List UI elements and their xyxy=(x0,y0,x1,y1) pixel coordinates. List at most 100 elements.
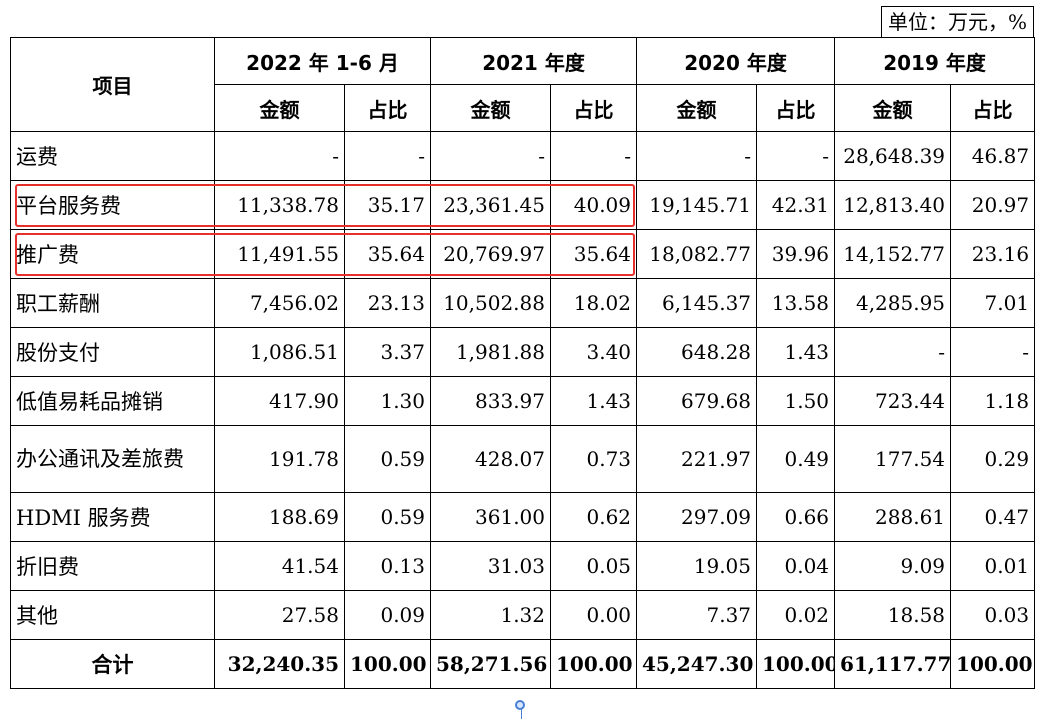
table-row: 办公通讯及差旅费 191.78 0.59 428.07 0.73 221.97 0.49 17… xyxy=(10,425,1036,493)
ratio-header: 占比 xyxy=(549,84,638,132)
amount-cell: 11,491.55 xyxy=(214,229,345,279)
period-header: 2022 年 1-6 月 xyxy=(214,37,431,85)
ratio-cell: 0.00 xyxy=(549,590,638,640)
ratio-cell: 23.13 xyxy=(344,278,431,328)
highlight-box-promotion-fee xyxy=(14,232,635,276)
ratio-cell: - xyxy=(756,131,836,181)
total-row: 合计 32,240.35 100.00 58,271.56 100.00 45,247.3… xyxy=(10,639,1036,689)
ratio-cell: 0.01 xyxy=(950,541,1036,591)
amount-cell: 4,285.95 xyxy=(834,278,952,328)
ratio-cell: 46.87 xyxy=(950,131,1036,181)
ratio-cell: 13.58 xyxy=(756,278,836,328)
ratio-cell: 1.18 xyxy=(950,376,1036,426)
ratio-cell: 100.00 xyxy=(950,639,1036,689)
amount-cell: - xyxy=(636,131,758,181)
ratio-cell: 40.09 xyxy=(549,180,638,230)
amount-cell: 417.90 xyxy=(214,376,345,426)
ratio-cell: 0.09 xyxy=(344,590,431,640)
ratio-cell: 0.49 xyxy=(756,425,836,493)
item-header: 项目 xyxy=(10,37,215,132)
amount-cell: - xyxy=(430,131,551,181)
amount-cell: 12,813.40 xyxy=(834,180,952,230)
amount-cell: 833.97 xyxy=(430,376,551,426)
ratio-cell: 42.31 xyxy=(756,180,836,230)
table-row: 低值易耗品摊销 417.90 1.30 833.97 1.43 679.68 1.50 723… xyxy=(10,376,1036,426)
amount-cell: 648.28 xyxy=(636,327,758,377)
amount-cell: 1,981.88 xyxy=(430,327,551,377)
ratio-cell: 35.17 xyxy=(344,180,431,230)
ratio-cell: 23.16 xyxy=(950,229,1036,279)
amount-cell: - xyxy=(834,327,952,377)
amount-cell: 6,145.37 xyxy=(636,278,758,328)
amount-cell: 18,082.77 xyxy=(636,229,758,279)
amount-cell: 41.54 xyxy=(214,541,345,591)
ratio-cell: 0.66 xyxy=(756,492,836,542)
ratio-cell: 0.02 xyxy=(756,590,836,640)
highlight-box-platform-fee xyxy=(14,183,635,227)
ratio-cell: 100.00 xyxy=(549,639,638,689)
amount-cell: 177.54 xyxy=(834,425,952,493)
ratio-header: 占比 xyxy=(344,84,431,132)
ratio-cell: 100.00 xyxy=(344,639,431,689)
cursor-marker-stem xyxy=(521,708,522,719)
amount-cell: 19,145.71 xyxy=(636,180,758,230)
amount-cell: 27.58 xyxy=(214,590,345,640)
ratio-cell: 0.73 xyxy=(549,425,638,493)
table-row: 平台服务费 11,338.78 35.17 23,361.45 40.09 19,145.… xyxy=(10,180,1036,230)
amount-cell: 28,648.39 xyxy=(834,131,952,181)
amount-cell: 14,152.77 xyxy=(834,229,952,279)
ratio-cell: 18.02 xyxy=(549,278,638,328)
amount-header: 金额 xyxy=(636,84,758,132)
ratio-cell: 1.30 xyxy=(344,376,431,426)
table-row: 折旧费 41.54 0.13 31.03 0.05 19.05 0.04 9.09 0.01 xyxy=(10,541,1036,591)
ratio-cell: 3.40 xyxy=(549,327,638,377)
ratio-cell: 20.97 xyxy=(950,180,1036,230)
amount-cell: 1.32 xyxy=(430,590,551,640)
ratio-cell: - xyxy=(549,131,638,181)
amount-cell: 7.37 xyxy=(636,590,758,640)
ratio-cell: 0.59 xyxy=(344,425,431,493)
amount-cell: 18.58 xyxy=(834,590,952,640)
ratio-cell: 0.59 xyxy=(344,492,431,542)
row-label: 低值易耗品摊销 xyxy=(10,376,215,426)
amount-header: 金额 xyxy=(430,84,551,132)
ratio-cell: 0.47 xyxy=(950,492,1036,542)
table-row: 职工薪酬 7,456.02 23.13 10,502.88 18.02 6,145.37 1… xyxy=(10,278,1036,328)
amount-cell: 9.09 xyxy=(834,541,952,591)
amount-cell: 188.69 xyxy=(214,492,345,542)
expense-table: 项目 2022 年 1-6 月 2021 年度 2020 年度 2019 年度 … xyxy=(10,37,1036,689)
ratio-cell: - xyxy=(950,327,1036,377)
row-label: HDMI 服务费 xyxy=(10,492,215,542)
ratio-cell: 0.04 xyxy=(756,541,836,591)
amount-cell: 10,502.88 xyxy=(430,278,551,328)
amount-cell: 11,338.78 xyxy=(214,180,345,230)
row-label: 办公通讯及差旅费 xyxy=(10,425,215,493)
period-header: 2021 年度 xyxy=(429,37,638,85)
table-row: 其他 27.58 0.09 1.32 0.00 7.37 0.02 18.58 0.03 xyxy=(10,590,1036,640)
row-label: 运费 xyxy=(10,131,215,181)
amount-header: 金额 xyxy=(214,84,345,132)
table-row: HDMI 服务费 188.69 0.59 361.00 0.62 297.09 0.66 28… xyxy=(10,492,1036,542)
ratio-cell: 3.37 xyxy=(344,327,431,377)
row-label: 股份支付 xyxy=(10,327,215,377)
ratio-cell: 0.13 xyxy=(344,541,431,591)
ratio-cell: 1.43 xyxy=(756,327,836,377)
ratio-cell: 7.01 xyxy=(950,278,1036,328)
amount-cell: 32,240.35 xyxy=(214,639,345,689)
header-row-periods: 项目 2022 年 1-6 月 2021 年度 2020 年度 2019 年度 xyxy=(10,37,1036,132)
amount-cell: 1,086.51 xyxy=(214,327,345,377)
amount-header: 金额 xyxy=(834,84,952,132)
amount-cell: 191.78 xyxy=(214,425,345,493)
row-label: 合计 xyxy=(10,639,215,689)
ratio-cell: 0.29 xyxy=(950,425,1036,493)
amount-cell: 361.00 xyxy=(430,492,551,542)
row-label: 折旧费 xyxy=(10,541,215,591)
amount-cell: 45,247.30 xyxy=(636,639,758,689)
ratio-cell: 0.03 xyxy=(950,590,1036,640)
amount-cell: 7,456.02 xyxy=(214,278,345,328)
ratio-cell: 0.62 xyxy=(549,492,638,542)
row-label: 其他 xyxy=(10,590,215,640)
ratio-cell: - xyxy=(344,131,431,181)
amount-cell: 723.44 xyxy=(834,376,952,426)
amount-cell: 428.07 xyxy=(430,425,551,493)
